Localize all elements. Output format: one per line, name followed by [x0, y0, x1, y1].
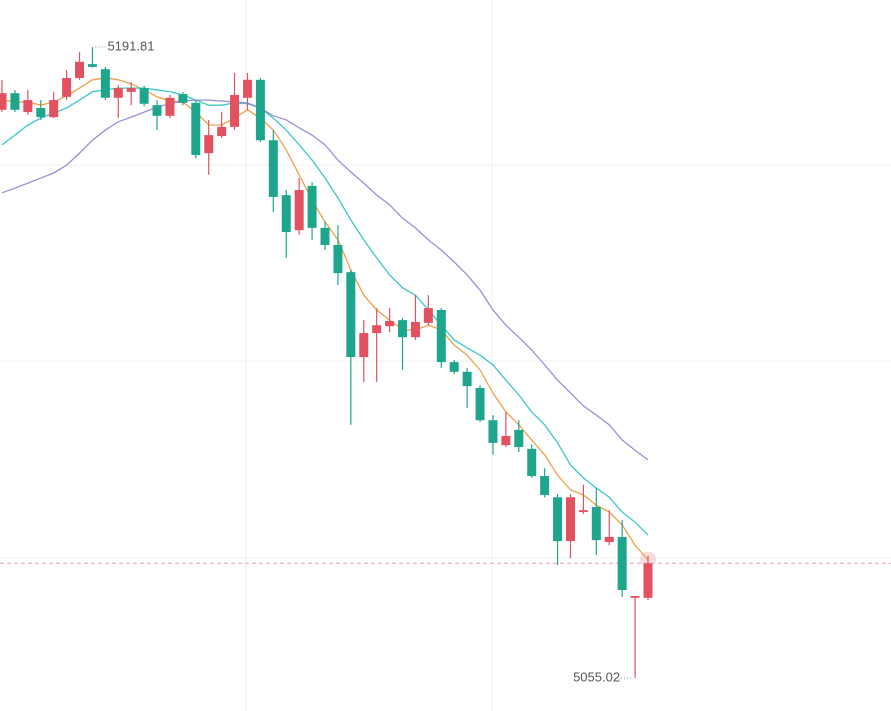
- candle-body: [268, 140, 278, 197]
- moving-average-line: [1, 77, 649, 561]
- candle-body: [488, 420, 498, 443]
- candle-body: [501, 435, 511, 446]
- candle-body: [62, 77, 72, 97]
- candle-body: [294, 190, 304, 231]
- candle-body: [578, 510, 588, 513]
- candle-body: [230, 95, 240, 127]
- candle-body: [178, 94, 188, 103]
- candle-body: [49, 100, 59, 118]
- moving-average-line: [1, 87, 649, 536]
- candle-body: [23, 100, 33, 113]
- candle-body: [75, 61, 85, 78]
- candle-body: [423, 308, 433, 323]
- candle-body: [255, 79, 265, 141]
- candle-body: [591, 506, 601, 541]
- candle-body: [87, 64, 97, 67]
- moving-average-line: [1, 99, 649, 461]
- candle-body: [617, 536, 627, 590]
- candle-body: [630, 595, 640, 598]
- candle-body: [126, 88, 136, 92]
- candle-body: [36, 107, 46, 118]
- candle-body: [281, 195, 291, 233]
- candle-body: [643, 563, 653, 598]
- candle-body: [0, 93, 7, 110]
- candle-body: [346, 272, 356, 358]
- candle-body: [242, 79, 252, 98]
- candle-body: [152, 105, 162, 116]
- candle-body: [307, 185, 317, 228]
- candle-body: [217, 126, 227, 137]
- candle-body: [191, 102, 201, 155]
- candle-body: [113, 88, 123, 98]
- candle-body: [333, 244, 343, 274]
- candle-body: [527, 448, 537, 477]
- candle-body: [462, 371, 472, 387]
- high-label: 5191.81: [107, 38, 154, 53]
- candle-body: [565, 497, 575, 542]
- candle-body: [604, 536, 614, 543]
- candle-body: [385, 321, 395, 327]
- candle-body: [475, 387, 485, 421]
- low-label: 5055.02: [573, 669, 620, 684]
- candle-body: [436, 309, 446, 363]
- candle-body: [540, 476, 550, 495]
- candle-body: [204, 135, 214, 154]
- candle-body: [449, 362, 459, 372]
- candle-body: [514, 429, 524, 447]
- candle-body: [165, 97, 175, 116]
- candle-body: [320, 227, 330, 245]
- candle-body: [359, 333, 369, 358]
- candle-body: [553, 497, 563, 542]
- candle-body: [100, 69, 110, 98]
- candle-body: [372, 325, 382, 334]
- candle-body: [410, 321, 420, 338]
- candle-body: [139, 88, 149, 104]
- candle-body: [398, 320, 408, 338]
- candle-body: [10, 93, 20, 110]
